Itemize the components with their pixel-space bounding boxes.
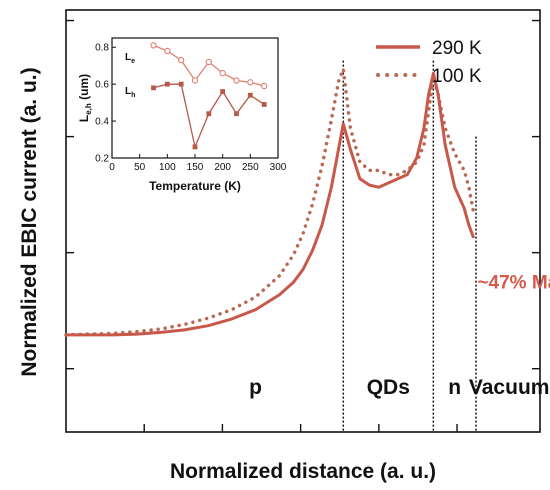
legend: 290 K 100 K <box>376 38 482 87</box>
inset-marker-Le-75 <box>150 42 157 49</box>
legend-label-290K: 290 K <box>432 38 482 59</box>
inset-marker-Le-100 <box>164 47 171 55</box>
inset-label-Lh: Lh <box>125 86 135 99</box>
inset-x-axis-title: Temperature (K) <box>149 179 241 193</box>
x-axis-title: Normalized distance (a. u.) <box>170 460 436 483</box>
inset-marker-Lh-275 <box>261 102 267 107</box>
inset-marker-Lh-150 <box>192 144 198 150</box>
inset-marker-Le-250 <box>247 79 254 86</box>
inset-markers <box>150 42 268 150</box>
region-label-p: p <box>249 376 262 399</box>
inset-y-tick-label-0.8: 0.8 <box>95 43 109 54</box>
inset-plot-frame <box>111 37 279 159</box>
inset-marker-Lh-200 <box>220 89 226 94</box>
inset-marker-Le-150 <box>191 77 199 84</box>
inset-y-tick-label-0.2: 0.2 <box>95 154 109 165</box>
inset-y-axis-title: Le,h (um) <box>77 74 93 122</box>
inset-marker-Le-225 <box>233 77 240 84</box>
inset-x-tick-label-250: 250 <box>242 162 259 173</box>
region-label-qds: QDs <box>367 376 410 399</box>
series-line-100K <box>64 68 476 337</box>
inset-x-tick-label-300: 300 <box>270 162 287 173</box>
inset-x-tick-label-150: 150 <box>187 162 204 173</box>
inset-marker-Lh-125 <box>178 81 184 87</box>
inset-x-tick-label-0: 0 <box>109 162 115 173</box>
series-line-290K <box>66 71 476 337</box>
inset-chart: 0 50 100 150 200 250 300 0.2 0.4 0.6 0.8 Le Lh Tem… <box>77 37 287 193</box>
region-label-vacuum: Vacuum <box>469 376 550 399</box>
inset-axis-ticks: 0 50 100 150 200 250 300 0.2 0.4 0.6 0.8 <box>95 43 287 173</box>
inset-marker-Lh-100 <box>164 81 170 87</box>
y-axis-title: Normalized EBIC current (a. u.) <box>18 67 41 376</box>
inset-x-tick-label-50: 50 <box>134 162 146 173</box>
inset-marker-Lh-75 <box>151 85 156 91</box>
main-axis-ticks <box>66 19 540 432</box>
inset-x-tick-label-200: 200 <box>214 162 231 173</box>
inset-y-tick-label-0.4: 0.4 <box>95 117 109 128</box>
inset-marker-Le-175 <box>205 58 212 66</box>
inset-x-tick-label-100: 100 <box>159 162 176 173</box>
inset-marker-Lh-225 <box>234 111 239 117</box>
max-percent-annotation: ~47% Max <box>477 273 550 294</box>
inset-marker-Lh-250 <box>247 92 253 98</box>
inset-marker-Lh-175 <box>206 111 212 117</box>
inset-label-Le: Le <box>125 52 135 65</box>
inset-marker-Le-125 <box>178 57 185 64</box>
legend-label-100K: 100 K <box>432 66 482 87</box>
inset-marker-Le-275 <box>261 82 268 90</box>
inset-marker-Le-200 <box>219 69 226 77</box>
region-label-n: n <box>448 376 461 399</box>
inset-y-tick-label-0.6: 0.6 <box>95 80 109 91</box>
main-plot-frame <box>65 9 541 433</box>
